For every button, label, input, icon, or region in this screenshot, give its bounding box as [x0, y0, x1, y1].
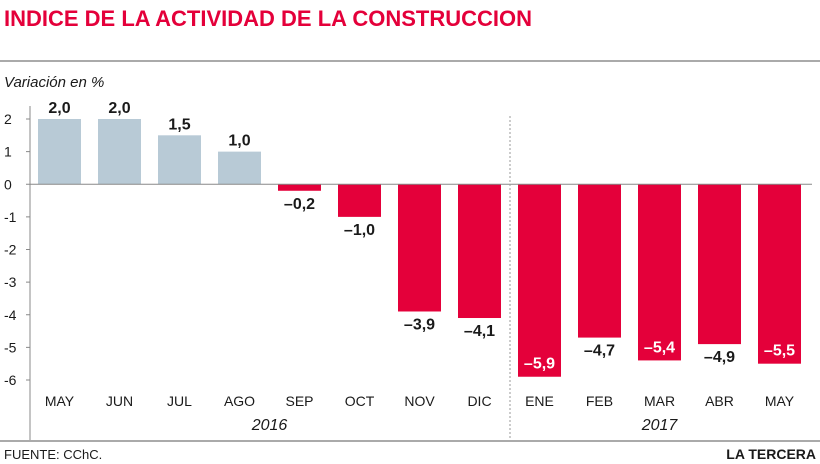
category-label: MAY: [765, 393, 795, 409]
data-label: 1,0: [228, 133, 250, 150]
bar-jun-1: [98, 119, 141, 185]
brand-logo: LA TERCERA: [726, 446, 816, 462]
year-label-2017: 2017: [641, 417, 679, 434]
category-label: JUN: [106, 393, 133, 409]
bars: [38, 119, 801, 377]
y-tick-label: -1: [4, 209, 17, 225]
category-label: ABR: [705, 393, 734, 409]
category-label: MAR: [644, 393, 675, 409]
data-label: 2,0: [108, 100, 130, 117]
bar-ago-3: [218, 151, 261, 185]
y-tick-label: -5: [4, 339, 17, 355]
y-tick-label: 0: [4, 176, 12, 192]
data-label: –4,7: [584, 343, 615, 360]
data-labels: 2,0 2,0 1,5 1,0 –0,2 –1,0 –3,9 –4,1 –5,9 –4,7 –5,4…: [48, 100, 795, 373]
year-label-2016: 2016: [251, 417, 288, 434]
y-tick-label: -6: [4, 372, 17, 388]
category-label: AGO: [224, 393, 255, 409]
data-label: 2,0: [48, 100, 70, 117]
bar-jul-2: [158, 135, 201, 185]
bar-ene-8: [518, 184, 561, 377]
y-axis-label: Variación en %: [4, 74, 104, 91]
bar-abr-11: [698, 184, 741, 345]
year-labels: 2016 2017: [251, 417, 679, 434]
data-label: 1,5: [168, 116, 190, 133]
bar-nov-6: [398, 184, 441, 312]
data-label: –4,1: [464, 323, 495, 340]
bar-dic-7: [458, 184, 501, 319]
data-label: –3,9: [404, 316, 435, 333]
data-label: –4,9: [704, 349, 735, 366]
y-tick-labels: 2 1 0 -1 -2 -3 -4 -5 -6: [4, 111, 30, 388]
data-label: –5,9: [524, 356, 555, 373]
category-label: OCT: [345, 393, 375, 409]
source-note: FUENTE: CChC.: [4, 447, 102, 462]
data-label: –5,4: [644, 339, 675, 356]
bar-sep-4: [278, 184, 321, 191]
y-tick-label: 2: [4, 111, 12, 127]
category-label: SEP: [285, 393, 313, 409]
y-tick-label: 1: [4, 144, 12, 160]
y-tick-label: -2: [4, 242, 17, 258]
category-label: FEB: [586, 393, 613, 409]
bar-may-12: [758, 184, 801, 364]
bar-mar-10: [638, 184, 681, 361]
category-label: JUL: [167, 393, 192, 409]
data-label: –1,0: [344, 222, 375, 239]
category-label: MAY: [45, 393, 75, 409]
category-label: DIC: [467, 393, 491, 409]
category-label: ENE: [525, 393, 554, 409]
y-tick-label: -4: [4, 307, 17, 323]
chart-title: INDICE DE LA ACTIVIDAD DE LA CONSTRUCCIO…: [4, 6, 532, 31]
category-label: NOV: [404, 393, 435, 409]
y-tick-label: -3: [4, 274, 17, 290]
bar-oct-5: [338, 184, 381, 217]
data-label: –0,2: [284, 196, 315, 213]
data-label: –5,5: [764, 343, 795, 360]
category-labels: MAY JUN JUL AGO SEP OCT NOV DIC ENE FEB MAR ABR MAY: [45, 393, 795, 409]
bar-may-0: [38, 119, 81, 185]
bar-feb-9: [578, 184, 621, 338]
